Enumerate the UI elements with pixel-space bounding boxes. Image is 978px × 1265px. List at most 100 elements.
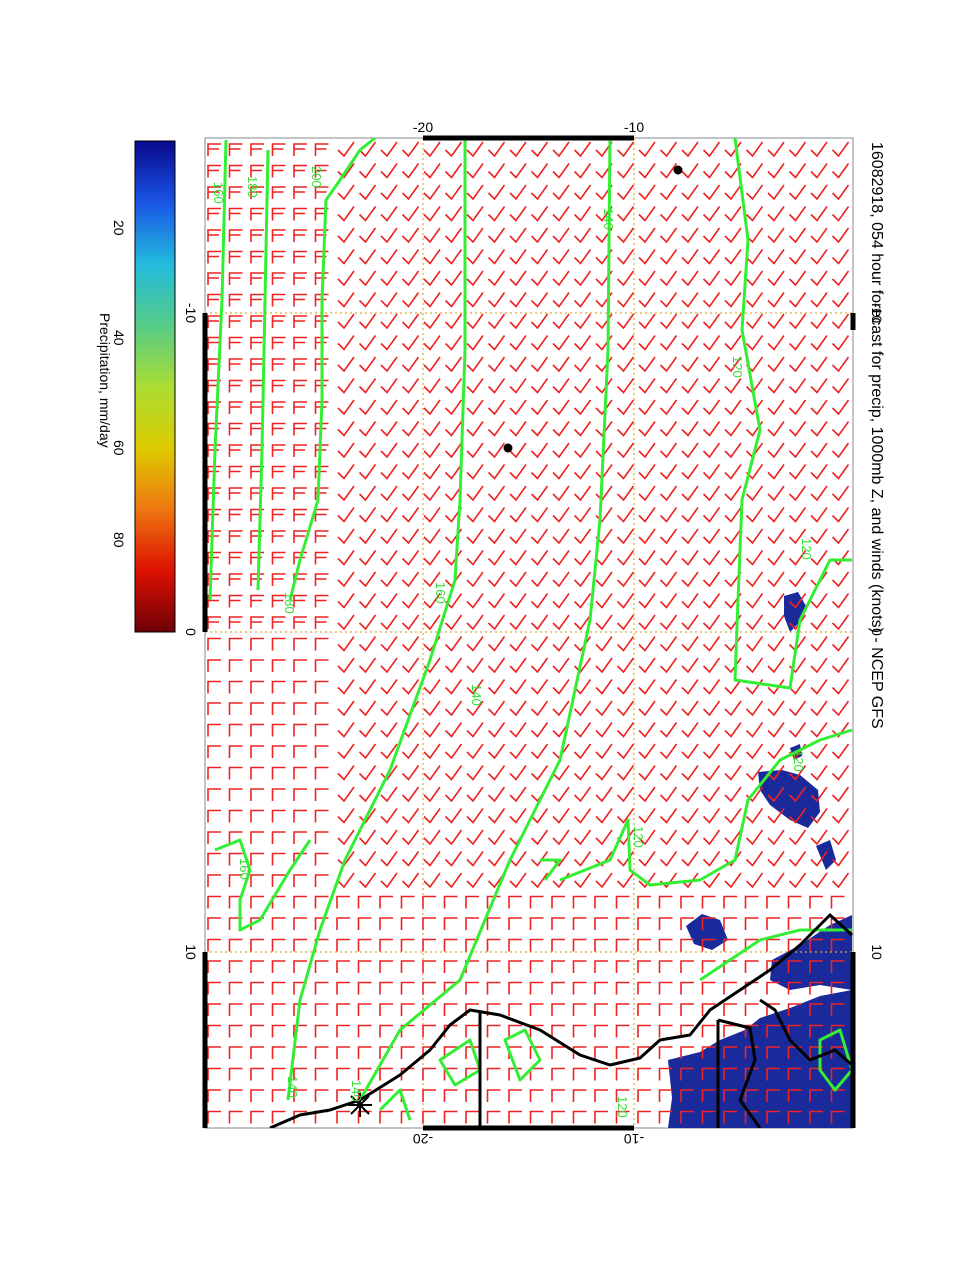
wind-barb [767, 442, 785, 459]
wind-barb [271, 573, 286, 586]
wind-barb [702, 378, 721, 394]
wind-barb [745, 614, 764, 631]
wind-barb [810, 485, 828, 502]
wind-barb [314, 594, 329, 608]
wind-barb [830, 1089, 845, 1102]
wind-barb [207, 293, 221, 307]
wind-barb [271, 358, 286, 371]
wind-barb [314, 616, 329, 629]
wind-barb [380, 743, 398, 760]
wind-barb [681, 808, 699, 824]
wind-barb [810, 292, 828, 308]
wind-barb [380, 700, 398, 717]
wind-barb [594, 1067, 608, 1081]
wind-barb [380, 163, 398, 179]
wind-barb [337, 464, 355, 480]
wind-barb [228, 508, 243, 522]
wind-barb [207, 336, 221, 350]
wind-barb [767, 313, 785, 330]
wind-barb [293, 938, 307, 952]
wind-barb [486, 960, 501, 973]
wind-barb [702, 464, 721, 480]
wind-barb [658, 917, 673, 930]
wind-barb [572, 1110, 587, 1124]
wind-barb [530, 163, 549, 179]
wind-barb [831, 378, 850, 394]
wind-barb [509, 528, 527, 545]
wind-barb [250, 336, 264, 350]
wind-barb [466, 507, 484, 523]
wind-barb [573, 765, 592, 781]
wind-barb [228, 250, 243, 264]
wind-barb [745, 163, 764, 179]
wind-barb [530, 421, 549, 437]
wind-barb [423, 141, 441, 158]
wind-barb [616, 528, 635, 545]
colorbar-tick-label: 60 [111, 440, 127, 456]
precip-area [668, 990, 852, 1128]
wind-barb [250, 1003, 264, 1016]
wind-barb [271, 917, 286, 930]
wind-barb [509, 700, 527, 717]
wind-barb [228, 594, 243, 608]
coastline [269, 913, 853, 1128]
wind-barb [658, 895, 673, 909]
wind-barb [401, 636, 420, 652]
wind-barb [400, 1003, 415, 1016]
wind-barb [444, 227, 463, 244]
wind-barb [444, 206, 463, 222]
wind-barb [681, 571, 699, 588]
wind-barb [530, 378, 549, 394]
wind-barb [767, 292, 785, 308]
wind-barb [228, 917, 243, 930]
wind-barb [724, 679, 742, 695]
wind-barb [466, 808, 484, 824]
wind-barb [207, 616, 221, 629]
wind-barb [443, 1003, 458, 1016]
wind-barb [766, 1089, 780, 1102]
wind-barb [659, 206, 678, 222]
wind-barb [444, 270, 463, 287]
wind-barb [530, 184, 549, 201]
wind-barb [380, 292, 398, 308]
wind-barb [638, 356, 656, 373]
wind-barb [487, 292, 506, 308]
wind-barb [444, 786, 463, 803]
wind-barb [443, 1046, 458, 1059]
wind-barb [572, 1089, 587, 1102]
wind-barb [831, 292, 850, 308]
wind-barb [681, 528, 699, 545]
contour-line [214, 838, 312, 932]
wind-barb [552, 399, 570, 416]
wind-barb [530, 657, 549, 674]
wind-barb [358, 206, 377, 222]
wind-barb [638, 206, 656, 222]
wind-barb [595, 657, 613, 674]
wind-barb [271, 530, 286, 543]
wind-barb [228, 637, 243, 651]
wind-barb [573, 571, 592, 588]
contour-label: 120 [631, 826, 646, 848]
wind-barb [508, 1110, 522, 1124]
wind-barb [530, 743, 549, 760]
wind-barb [228, 379, 243, 393]
wind-barb [767, 507, 785, 523]
wind-barb [681, 786, 699, 803]
wind-barb [530, 335, 549, 351]
wind-barb [358, 808, 377, 824]
wind-barb [358, 829, 377, 846]
wind-barb [615, 1046, 630, 1059]
wind-barb [573, 464, 592, 480]
wind-barb [423, 593, 441, 609]
wind-barb [466, 851, 484, 867]
wind-barb [207, 895, 221, 909]
contour-label: 140 [469, 684, 484, 706]
wind-barb [509, 206, 527, 222]
wind-barb [787, 1003, 802, 1016]
wind-barb [250, 272, 264, 285]
wind-barb [787, 938, 802, 952]
wind-barb [228, 487, 243, 500]
wind-barb [724, 292, 742, 308]
wind-barb [508, 895, 522, 909]
wind-barb [788, 851, 807, 867]
